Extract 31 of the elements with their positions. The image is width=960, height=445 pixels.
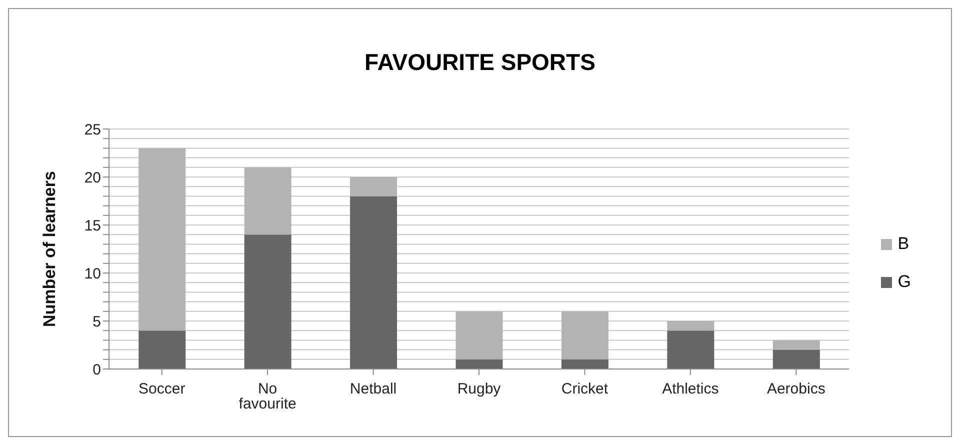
x-tick-label: Cricket [561, 380, 609, 398]
bar [772, 340, 820, 350]
bar [350, 196, 398, 369]
x-tick-label: No favourite [238, 380, 296, 413]
bar [772, 350, 820, 369]
bar [244, 167, 292, 235]
y-axis-title: Number of learners [40, 171, 60, 327]
bar [561, 359, 608, 369]
bar [667, 330, 714, 369]
bar [138, 330, 186, 369]
bar [350, 177, 398, 196]
bar [561, 311, 608, 360]
legend-label: B [898, 234, 910, 254]
y-tick-label: 5 [92, 313, 101, 330]
y-tick-label: 20 [84, 169, 101, 186]
bar [456, 359, 503, 369]
legend-label: G [898, 272, 911, 292]
bar [244, 234, 292, 369]
y-tick-label: 10 [84, 265, 101, 282]
chart-title: FAVOURITE SPORTS [364, 49, 596, 76]
bar [667, 321, 714, 331]
x-tick-label: Athletics [662, 380, 719, 398]
y-tick-label: 15 [84, 217, 101, 234]
bar [456, 311, 503, 360]
x-tick-label: Netball [350, 380, 397, 398]
x-tick-label: Aerobics [766, 380, 826, 398]
y-tick-label: 0 [92, 361, 101, 378]
x-tick-label: Rugby [457, 380, 502, 398]
y-tick-label: 25 [84, 121, 101, 138]
bar [138, 148, 186, 331]
x-tick-label: Soccer [138, 380, 186, 398]
